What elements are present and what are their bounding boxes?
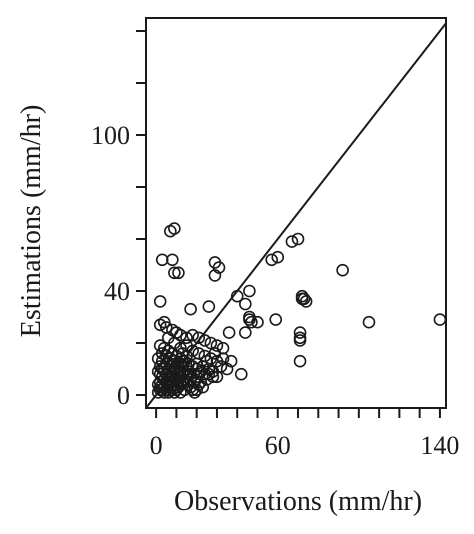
data-point [200,354,214,368]
data-point [172,370,185,384]
data-point [212,261,226,274]
data-point [243,284,256,298]
data-point [245,315,258,329]
x-tick-label: 0 [150,431,163,460]
data-point [192,331,206,345]
data-point [297,292,311,306]
data-point [155,378,169,391]
data-point [208,269,222,282]
data-point [190,383,203,397]
data-point [166,253,179,267]
data-point [184,302,197,316]
data-point [336,263,349,277]
data-point [180,349,193,363]
y-tick-label: 100 [91,121,130,150]
data-point [269,313,283,326]
plot-frame [145,17,447,409]
y-tick-label: 40 [104,277,130,306]
x-tick-label: 140 [420,431,459,460]
data-point [180,331,193,345]
data-point [291,232,305,246]
data-point [285,235,299,248]
points-layer [151,222,447,399]
x-tick-label: 60 [265,431,291,460]
data-point [186,328,199,342]
data-point [210,370,224,384]
data-point [220,362,234,376]
data-point [170,378,183,391]
data-point [271,250,285,264]
y-axis: 0 40 100 [91,30,146,410]
data-point [166,378,179,391]
data-point [293,326,307,339]
data-point [168,266,181,280]
data-point [172,266,185,280]
data-point [293,354,307,368]
x-axis-label: Observations (mm/hr) [174,486,422,517]
data-point [362,315,376,329]
data-point [153,295,167,308]
data-point [265,253,278,267]
data-point [161,386,175,399]
data-point [168,222,181,235]
data-point [216,352,230,365]
data-point [155,253,169,267]
x-axis: 0 60 140 [150,408,459,460]
identity-line [145,22,447,409]
data-point [224,354,238,368]
data-point [210,339,224,352]
data-point [172,357,185,371]
data-point [239,297,252,311]
data-point [293,334,307,347]
data-point [174,386,187,399]
data-point [433,313,447,326]
data-point [204,336,218,350]
data-point [222,326,236,339]
data-point [243,313,256,326]
data-point [234,367,248,381]
y-tick-label: 0 [117,381,130,410]
data-point [202,300,216,313]
data-point [184,367,197,381]
y-axis-label: Estimations (mm/hr) [16,105,47,338]
data-point [239,326,252,339]
data-point [299,295,313,308]
data-point [174,328,187,342]
data-point [186,383,199,397]
data-point [202,362,216,376]
